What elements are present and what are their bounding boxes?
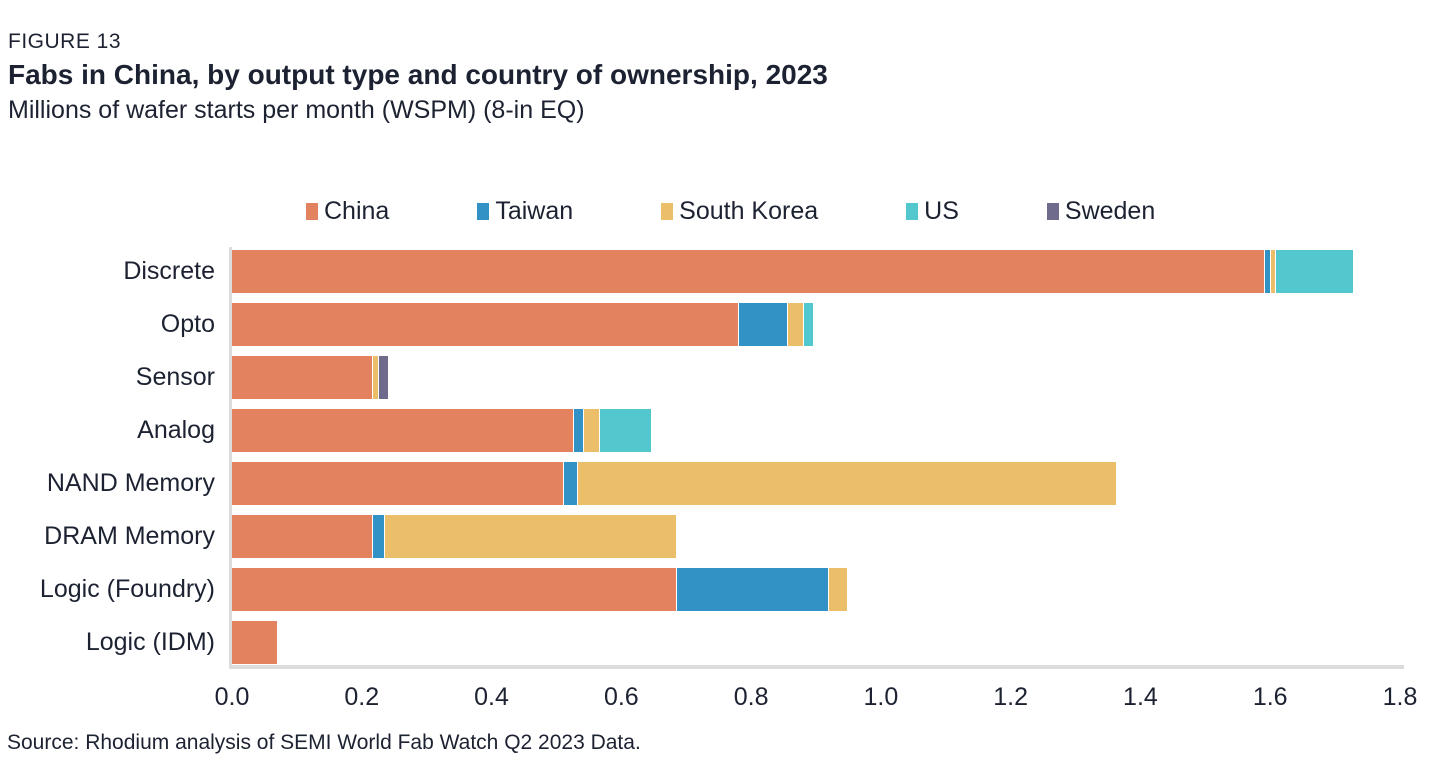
bar-track (232, 621, 277, 664)
bar-row-opto: Opto (0, 298, 1443, 351)
category-label: Logic (IDM) (85, 628, 215, 656)
legend-label: US (924, 197, 959, 225)
category-label: Opto (160, 310, 215, 338)
stacked-bar-chart: Discrete Opto Sensor Analog NAND Memory DRAM … (0, 245, 1443, 669)
legend-item-south-korea: South Korea (661, 197, 818, 226)
bar-segment-taiwan (372, 515, 384, 558)
legend: China Taiwan South Korea US Sweden (306, 197, 1155, 226)
legend-label: Sweden (1064, 197, 1156, 225)
bar-segment-us (803, 303, 813, 346)
bar-track (232, 568, 847, 611)
bar-segment-china (232, 621, 277, 664)
bar-track (232, 409, 651, 452)
bar-segment-china (232, 303, 738, 346)
bar-segment-china (232, 515, 372, 558)
bar-segment-china (232, 462, 563, 505)
legend-item-us: US (906, 197, 959, 226)
bar-track (232, 515, 676, 558)
chart-header: FIGURE 13 Fabs in China, by output type … (8, 28, 828, 127)
category-label: NAND Memory (46, 469, 215, 497)
bar-track (232, 356, 388, 399)
category-label: DRAM Memory (44, 522, 215, 550)
bar-segment-taiwan (1264, 250, 1270, 293)
bar-segment-china (232, 568, 676, 611)
legend-label: South Korea (679, 197, 819, 225)
legend-item-china: China (306, 197, 389, 226)
bar-segment-us (599, 409, 651, 452)
legend-item-taiwan: Taiwan (477, 197, 573, 226)
bar-segment-south-korea (787, 303, 803, 346)
bar-row-logic-idm: Logic (IDM) (0, 616, 1443, 669)
bar-segment-south-korea (1270, 250, 1275, 293)
figure-label: FIGURE 13 (8, 30, 122, 53)
bar-row-dram-memory: DRAM Memory (0, 510, 1443, 563)
x-tick-label: 0.6 (603, 683, 639, 711)
chart-title: Fabs in China, by output type and countr… (8, 59, 828, 90)
legend-item-sweden: Sweden (1046, 197, 1156, 226)
bar-segment-taiwan (738, 303, 787, 346)
bar-segment-south-korea (577, 462, 1116, 505)
bar-segment-taiwan (573, 409, 583, 452)
x-tick-label: 0.8 (733, 683, 769, 711)
bar-track (232, 303, 813, 346)
bar-row-nand-memory: NAND Memory (0, 457, 1443, 510)
category-label: Analog (137, 416, 215, 444)
bar-track (232, 250, 1353, 293)
category-label: Sensor (135, 363, 215, 391)
bar-row-logic-foundry: Logic (Foundry) (0, 563, 1443, 616)
x-tick-label: 1.0 (863, 683, 899, 711)
bar-segment-taiwan (676, 568, 828, 611)
category-label: Logic (Foundry) (39, 575, 215, 603)
bar-segment-taiwan (563, 462, 577, 505)
bar-segment-china (232, 356, 372, 399)
legend-swatch-china (306, 203, 318, 220)
bar-segment-south-korea (583, 409, 599, 452)
bar-segment-south-korea (828, 568, 847, 611)
category-label: Discrete (123, 257, 215, 285)
legend-swatch-us (906, 203, 919, 220)
legend-swatch-sweden (1046, 203, 1059, 220)
x-tick-label: 1.4 (1123, 683, 1158, 711)
x-tick-label: 1.8 (1382, 683, 1418, 711)
bar-segment-south-korea (384, 515, 676, 558)
x-tick-label: 1.6 (1252, 683, 1288, 711)
bar-track (232, 462, 1116, 505)
bar-segment-us (1275, 250, 1353, 293)
x-tick-label: 0.4 (474, 683, 509, 711)
bar-segment-china (232, 409, 573, 452)
y-axis-line (229, 247, 232, 667)
bar-segment-south-korea (372, 356, 378, 399)
x-axis-ticks: 0.0 0.2 0.4 0.6 0.8 1.0 1.2 1.4 1.6 1.8 (0, 683, 1443, 713)
x-tick-label: 1.2 (993, 683, 1029, 711)
x-tick-label: 0.0 (214, 683, 250, 711)
chart-subtitle: Millions of wafer starts per month (WSPM… (8, 96, 585, 124)
legend-label: Taiwan (495, 197, 574, 225)
bar-row-sensor: Sensor (0, 351, 1443, 404)
legend-swatch-south-korea (661, 203, 674, 220)
bar-segment-china (232, 250, 1264, 293)
source-note: Source: Rhodium analysis of SEMI World F… (7, 731, 641, 754)
legend-label: China (324, 197, 390, 225)
bar-row-discrete: Discrete (0, 245, 1443, 298)
bar-row-analog: Analog (0, 404, 1443, 457)
x-tick-label: 0.2 (344, 683, 380, 711)
bar-segment-sweden (378, 356, 388, 399)
legend-swatch-taiwan (477, 203, 490, 220)
x-axis-line (229, 665, 1404, 669)
